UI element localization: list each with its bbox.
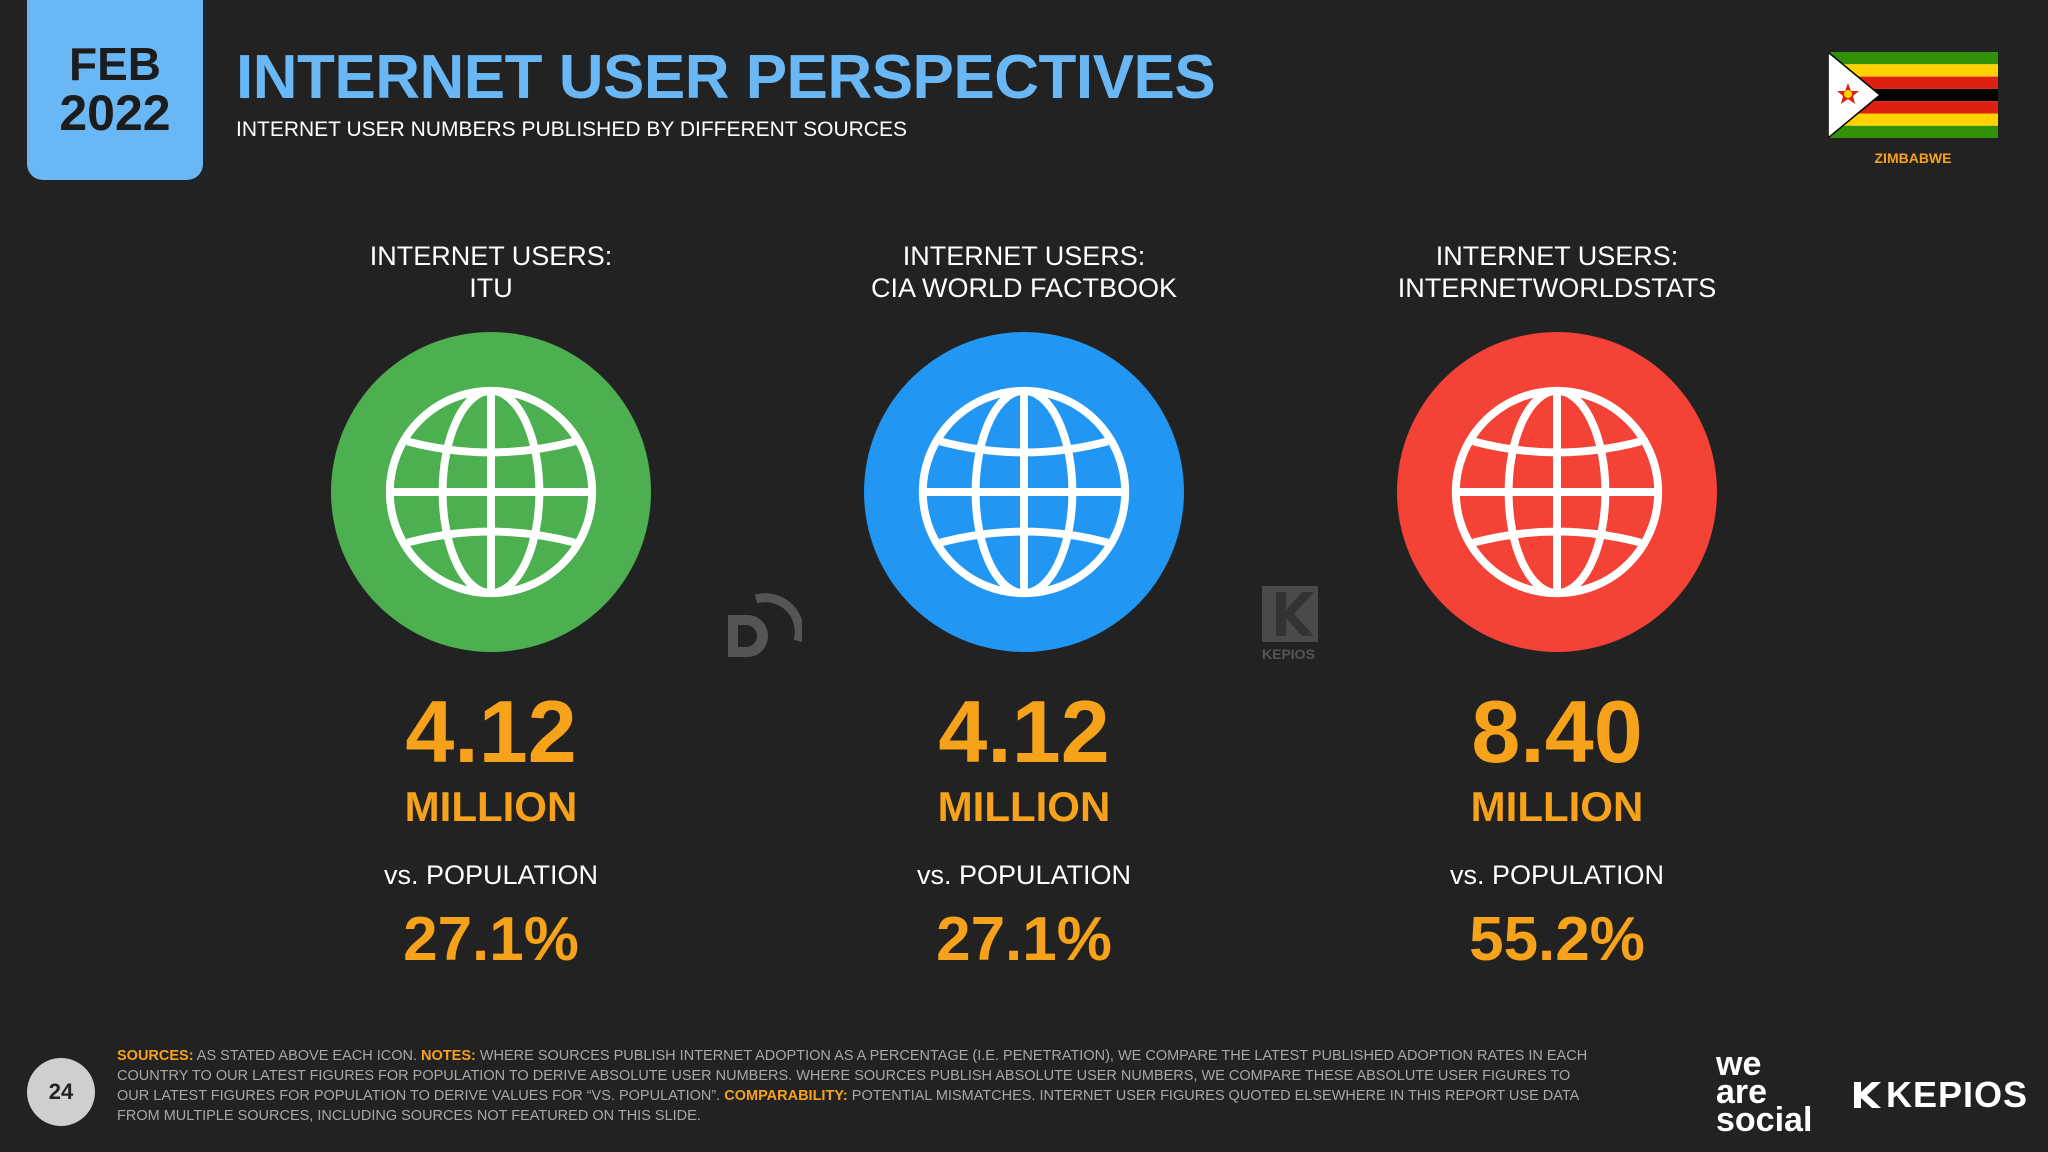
kepios-watermark-text: KEPIOS	[1262, 646, 1315, 662]
we-are-social-logo: we are social	[1716, 1045, 1813, 1139]
kepios-logo: KEPIOS	[1852, 1074, 2028, 1116]
vs-population-label: vs. POPULATION	[383, 860, 599, 890]
footer-notes: SOURCES: AS STATED ABOVE EACH ICON. NOTE…	[117, 1048, 1588, 1124]
page-number: 24	[27, 1058, 95, 1126]
source-label: INTERNET USERS: INTERNETWORLDSTATS	[1397, 241, 1717, 303]
vs-population-label: vs. POPULATION	[916, 860, 1132, 890]
globe-icon	[1397, 332, 1717, 652]
zimbabwe-flag-icon	[1828, 52, 1998, 138]
source-column-itu: INTERNET USERS: ITU 4.12 MILLION vs. POP…	[256, 240, 726, 971]
page-subtitle: INTERNET USER NUMBERS PUBLISHED BY DIFFE…	[236, 118, 907, 141]
user-count-unit: MILLION	[404, 783, 578, 830]
vs-population-label: vs. POPULATION	[1449, 860, 1665, 890]
globe-icon	[331, 332, 651, 652]
country-label: ZIMBABWE	[1874, 150, 1952, 166]
user-count: 4.12	[405, 682, 577, 781]
page-title: INTERNET USER PERSPECTIVES	[236, 43, 1216, 112]
datareportal-watermark-icon	[728, 593, 802, 657]
kepios-watermark-icon	[1262, 586, 1318, 642]
globe-icon	[864, 332, 1184, 652]
source-label: INTERNET USERS: CIA WORLD FACTBOOK	[870, 241, 1178, 303]
date-month: FEB	[69, 38, 161, 91]
date-badge: FEB 2022	[27, 0, 203, 180]
source-column-cia: INTERNET USERS: CIA WORLD FACTBOOK 4.12 …	[789, 240, 1259, 971]
population-percent: 27.1%	[403, 905, 579, 974]
user-count: 4.12	[938, 682, 1110, 781]
population-percent: 27.1%	[936, 905, 1112, 974]
source-label: INTERNET USERS: ITU	[369, 241, 613, 303]
population-percent: 55.2%	[1469, 905, 1645, 974]
user-count-unit: MILLION	[1470, 783, 1644, 830]
source-column-internetworldstats: INTERNET USERS: INTERNETWORLDSTATS 8.40 …	[1322, 240, 1792, 971]
user-count-unit: MILLION	[937, 783, 1111, 830]
date-year: 2022	[59, 84, 171, 141]
user-count: 8.40	[1471, 682, 1643, 781]
kepios-logo-icon	[1854, 1082, 1881, 1108]
